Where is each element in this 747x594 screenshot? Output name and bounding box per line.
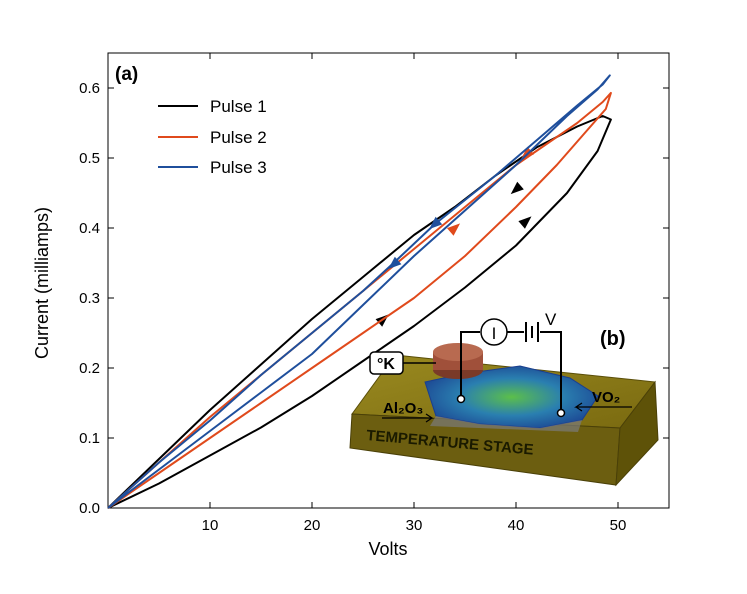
al2o3-arrow [382, 413, 434, 423]
kelvin-label: °K [377, 356, 395, 373]
y-tick-label: 0.4 [79, 220, 100, 237]
x-tick-label: 30 [406, 517, 423, 534]
circuit-wire-left [460, 331, 480, 398]
series-arrow-pulse-3 [388, 256, 402, 269]
voltage-label: V [545, 310, 557, 329]
x-axis-ticks: 10 20 30 40 50 [202, 53, 627, 534]
series-arrow-pulse-1 [510, 181, 524, 195]
vo2-arrow [574, 402, 632, 412]
y-tick-label: 0.3 [79, 290, 100, 307]
y-tick-label: 0.1 [79, 430, 100, 447]
legend: Pulse 1 Pulse 2 Pulse 3 [158, 97, 267, 177]
series-arrow-pulse-2 [446, 223, 461, 236]
series-layer [107, 74, 612, 509]
panel-b-label: (b) [600, 328, 626, 350]
y-tick-label: 0.2 [79, 360, 100, 377]
x-axis-label: Volts [368, 539, 407, 559]
panel-a-label: (a) [115, 64, 138, 85]
y-axis-label: Current (milliamps) [32, 207, 52, 359]
y-tick-label: 0.5 [79, 150, 100, 167]
legend-label-pulse-3: Pulse 3 [210, 158, 267, 177]
y-tick-label: 0.6 [79, 80, 100, 97]
y-tick-label: 0.0 [79, 500, 100, 517]
circuit-wire-right [540, 331, 562, 410]
heater-top [433, 343, 483, 361]
al2o3-label: Al₂O₃ [383, 400, 423, 417]
x-tick-label: 50 [610, 517, 627, 534]
series-arrow-pulse-3 [429, 216, 443, 230]
series-arrow-pulse-1 [518, 216, 532, 229]
x-tick-label: 20 [304, 517, 321, 534]
inset-schematic: (b) TEMPERATURE STAGE °K I V Al₂O₃ VO₂ [349, 310, 659, 487]
legend-label-pulse-1: Pulse 1 [210, 97, 267, 116]
x-tick-label: 40 [508, 517, 525, 534]
series-line-pulse-3 [107, 74, 611, 509]
series-line-pulse-1 [107, 115, 612, 509]
vo2-label: VO₂ [592, 389, 620, 406]
substrate-strip [430, 416, 582, 432]
x-tick-label: 10 [202, 517, 219, 534]
legend-label-pulse-2: Pulse 2 [210, 128, 267, 147]
right-contact [556, 408, 566, 418]
left-contact [456, 394, 466, 404]
stage-side [615, 380, 659, 487]
ammeter-label: I [492, 324, 497, 343]
